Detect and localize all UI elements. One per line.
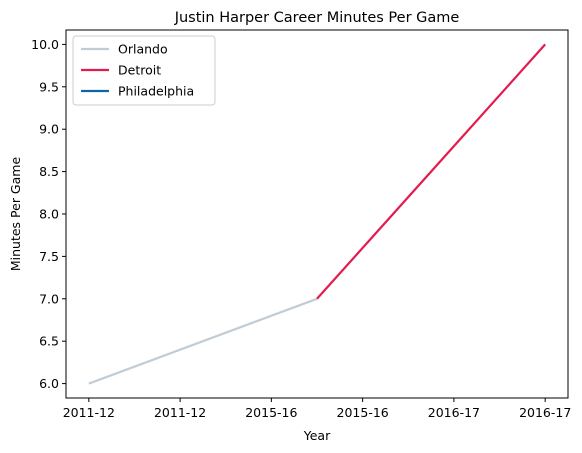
legend: Orlando Detroit Philadelphia	[72, 35, 216, 106]
series-line-detroit	[316, 43, 546, 300]
y-tick-label: 8.0	[39, 207, 59, 222]
y-tick-label: 10.0	[31, 37, 59, 52]
y-tick-label: 7.0	[39, 291, 59, 306]
y-tick-label: 9.0	[39, 122, 59, 137]
legend-label-philadelphia: Philadelphia	[118, 84, 194, 99]
x-tick-label: 2011-12	[63, 405, 115, 420]
x-tick-label: 2015-16	[245, 405, 297, 420]
y-tick-label: 6.0	[39, 376, 59, 391]
chart-title: Justin Harper Career Minutes Per Game	[174, 10, 460, 26]
x-axis-label: Year	[303, 428, 331, 443]
series-layer	[88, 43, 546, 385]
y-tick-label: 6.5	[39, 334, 59, 349]
y-tick-label: 8.5	[39, 164, 59, 179]
x-tick-label: 2011-12	[154, 405, 206, 420]
y-axis-label: Minutes Per Game	[8, 157, 23, 272]
y-tick-label: 7.5	[39, 249, 59, 264]
legend-label-detroit: Detroit	[118, 63, 161, 78]
x-tick-label: 2015-16	[337, 405, 389, 420]
series-line-orlando	[88, 297, 318, 385]
x-axis-ticks: 2011-12 2011-12 2015-16 2015-16 2016-17 2016-…	[63, 398, 571, 420]
legend-box	[72, 35, 216, 106]
x-tick-label: 2016-17	[519, 405, 571, 420]
x-tick-label: 2016-17	[428, 405, 480, 420]
y-axis-ticks: 6.0 6.5 7.0 7.5 8.0 8.5 9.0 9.5 10.0	[31, 37, 66, 391]
legend-label-orlando: Orlando	[118, 42, 168, 57]
y-tick-label: 9.5	[39, 79, 59, 94]
